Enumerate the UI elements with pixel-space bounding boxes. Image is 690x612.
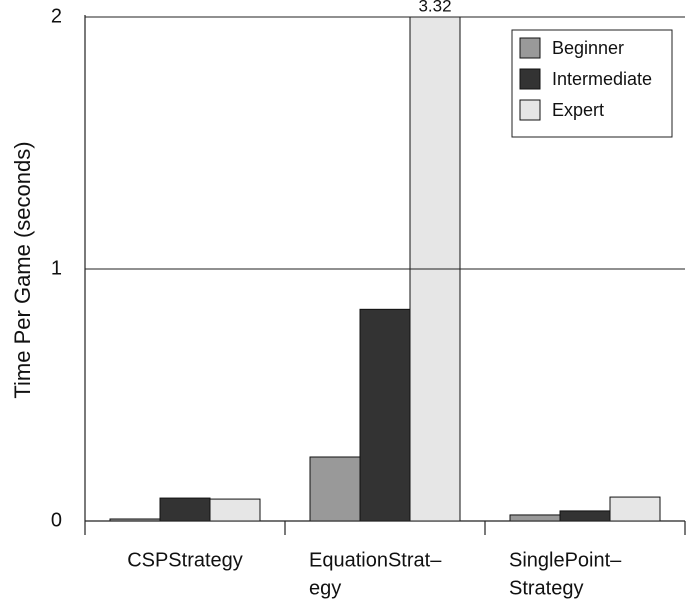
value-label: 3.32: [418, 0, 451, 15]
bar: [559, 510, 611, 522]
y-axis-label: Time Per Game (seconds): [10, 141, 35, 398]
x-tick-label: Strategy: [509, 577, 583, 599]
y-tick-label: 1: [51, 257, 62, 279]
y-tick-label: 0: [51, 509, 62, 531]
x-tick-label: EquationStrat–: [309, 549, 442, 571]
y-tick-label: 2: [51, 5, 62, 27]
x-tick-label: SinglePoint–: [509, 549, 622, 571]
legend-swatch: [519, 37, 541, 59]
legend-swatch: [519, 99, 541, 121]
x-tick-label: egy: [309, 577, 341, 599]
bar: [159, 497, 211, 522]
x-tick-label: CSPStrategy: [127, 549, 243, 571]
legend-label: Expert: [552, 100, 604, 120]
bar: [509, 514, 561, 522]
bar: [209, 498, 261, 522]
bar: [309, 456, 361, 522]
legend-label: Beginner: [552, 38, 624, 58]
bar: [609, 496, 661, 522]
legend-swatch: [519, 68, 541, 90]
bar: [359, 308, 411, 522]
bar: [409, 17, 461, 522]
legend-label: Intermediate: [552, 69, 652, 89]
